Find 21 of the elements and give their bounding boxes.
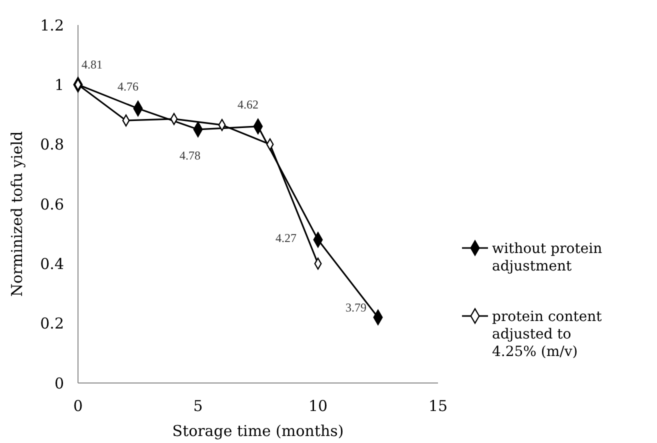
x-tick-label: 10 bbox=[308, 397, 328, 415]
x-axis-title: Storage time (months) bbox=[172, 422, 344, 440]
annotation: 4.78 bbox=[180, 148, 200, 162]
annotation: 4.62 bbox=[238, 97, 258, 112]
y-tick-label: 0 bbox=[54, 374, 64, 392]
legend-label: protein content adjusted to 4.25% (m/v) bbox=[492, 308, 602, 360]
annotation: 4.81 bbox=[82, 58, 102, 72]
legend-label: without protein adjustment bbox=[492, 240, 602, 274]
annotation: 4.76 bbox=[118, 80, 138, 94]
x-tick-label: 5 bbox=[193, 397, 203, 415]
y-tick-label: 1 bbox=[54, 76, 64, 94]
y-axis-title: Norminized tofu yield bbox=[8, 130, 26, 297]
annotation: 4.27 bbox=[276, 230, 296, 245]
y-tick-label: 1.2 bbox=[40, 16, 64, 34]
x-tick-label: 0 bbox=[73, 397, 83, 415]
y-tick-label: 0.2 bbox=[40, 314, 64, 333]
y-tick-label: 0.6 bbox=[40, 195, 64, 214]
x-tick-label: 15 bbox=[428, 397, 448, 415]
y-tick-label: 0.8 bbox=[40, 136, 64, 154]
y-tick-label: 0.4 bbox=[40, 254, 64, 273]
annotation: 3.79 bbox=[346, 300, 366, 314]
